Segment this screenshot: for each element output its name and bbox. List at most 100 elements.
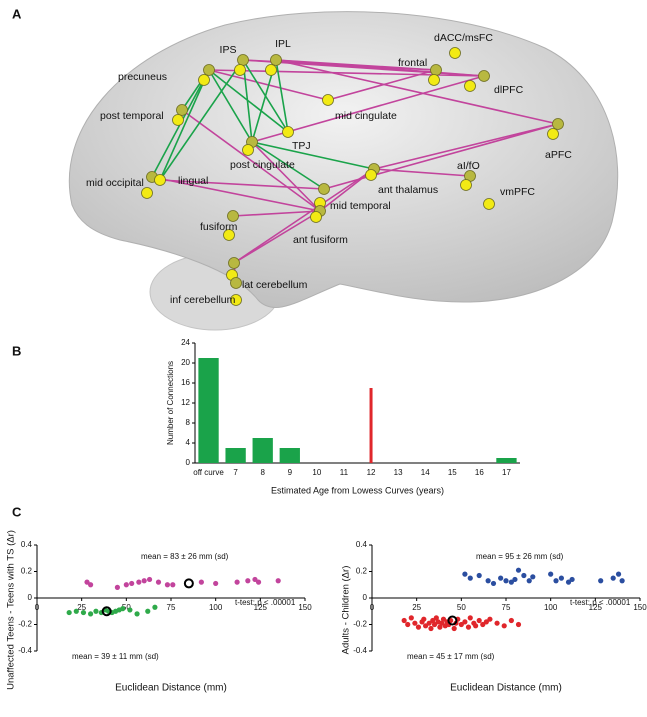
panel-label: C (12, 504, 22, 519)
region-label: ant fusiform (293, 234, 348, 246)
x-tick-label: 0 (35, 603, 40, 612)
x-tick-label: 150 (633, 603, 647, 612)
point (145, 608, 151, 614)
point (134, 611, 140, 617)
connection (275, 59, 289, 133)
point (245, 578, 251, 584)
point (467, 575, 473, 581)
x-tick-label: 10 (312, 468, 321, 477)
point (615, 571, 622, 577)
point (152, 604, 158, 610)
region-label: post temporal (100, 110, 164, 122)
region-label: fusiform (200, 221, 238, 233)
y-tick-label: -0.2 (353, 620, 367, 629)
x-tick-label: 100 (544, 603, 558, 612)
point (170, 582, 176, 588)
connection (159, 59, 244, 181)
point (155, 579, 162, 585)
point (401, 617, 407, 624)
point (480, 621, 486, 628)
region-label: frontal (398, 57, 427, 69)
point (136, 579, 142, 585)
y-axis-label: Adults - Children (Δr) (341, 566, 352, 655)
x-tick-label: 25 (77, 603, 86, 612)
brain-cortex (68, 11, 619, 309)
point (503, 578, 509, 584)
region-label: TPJ (292, 140, 311, 152)
point (421, 616, 427, 622)
y-tick-label: 24 (181, 338, 190, 347)
annotation: mean = 45 ± 17 mm (sd) (407, 652, 495, 661)
region-node (322, 94, 334, 106)
region-label: precuneus (118, 71, 167, 83)
region-node (228, 257, 240, 269)
x-tick-label: 14 (421, 468, 430, 477)
point (458, 621, 464, 628)
point (465, 624, 472, 630)
region-label: dlPFC (494, 84, 524, 96)
annotation: mean = 83 ± 26 mm (sd) (141, 552, 229, 561)
point (146, 576, 153, 583)
y-tick-label: 0 (186, 458, 191, 467)
region-node (223, 229, 235, 241)
point (426, 620, 432, 626)
x-tick-label: 100 (209, 603, 223, 612)
mean-marker (101, 606, 112, 617)
point (88, 611, 94, 617)
point (462, 571, 468, 577)
connection (208, 69, 253, 143)
region-node (282, 126, 294, 138)
y-tick-label: 0 (28, 593, 33, 602)
point (508, 617, 514, 624)
point (73, 608, 79, 614)
brain-regions (141, 47, 564, 306)
annotation: mean = 95 ± 26 mm (sd) (476, 552, 564, 561)
point (451, 625, 457, 632)
region-node (428, 74, 440, 86)
mean-marker (183, 578, 194, 589)
point (494, 620, 500, 626)
point (213, 580, 219, 587)
point (440, 616, 447, 622)
connection (251, 141, 325, 190)
region-label: lat cerebellum (242, 279, 308, 291)
point (428, 625, 434, 632)
point (498, 575, 504, 581)
connection (233, 168, 375, 264)
x-axis-label: Euclidean Distance (mm) (450, 683, 562, 694)
point (487, 616, 493, 622)
y-axis-label: Unaffected Teens - Teens with TS (Δr) (6, 530, 17, 690)
region-label: dACC/msFC (434, 32, 493, 44)
region-node (478, 70, 490, 82)
region-label: mid temporal (330, 200, 391, 212)
x-tick-label: 17 (502, 468, 511, 477)
y-tick-label: 0 (363, 593, 368, 602)
point (473, 623, 479, 629)
region-node (552, 118, 564, 130)
y-axis-label: Number of Connections (166, 361, 175, 445)
connection (233, 210, 321, 264)
y-tick-label: 0.4 (21, 540, 33, 549)
connection (275, 59, 485, 77)
region-node (242, 144, 254, 156)
region-node (141, 187, 153, 199)
point (433, 615, 439, 621)
point (141, 578, 147, 584)
x-tick-label: 75 (167, 603, 176, 612)
x-tick-label: 16 (475, 468, 484, 477)
point (569, 576, 575, 583)
point (467, 615, 473, 621)
y-tick-label: 8 (186, 418, 191, 427)
point (515, 567, 522, 573)
x-tick-label: 11 (340, 468, 349, 477)
x-tick-label: 0 (370, 603, 375, 612)
point (490, 580, 497, 587)
connection (275, 59, 559, 125)
point (93, 608, 99, 614)
region-label: aPFC (545, 149, 572, 161)
connection (208, 69, 289, 133)
mean-marker (447, 615, 458, 626)
point (476, 572, 482, 579)
point (123, 582, 129, 588)
point (483, 619, 489, 625)
